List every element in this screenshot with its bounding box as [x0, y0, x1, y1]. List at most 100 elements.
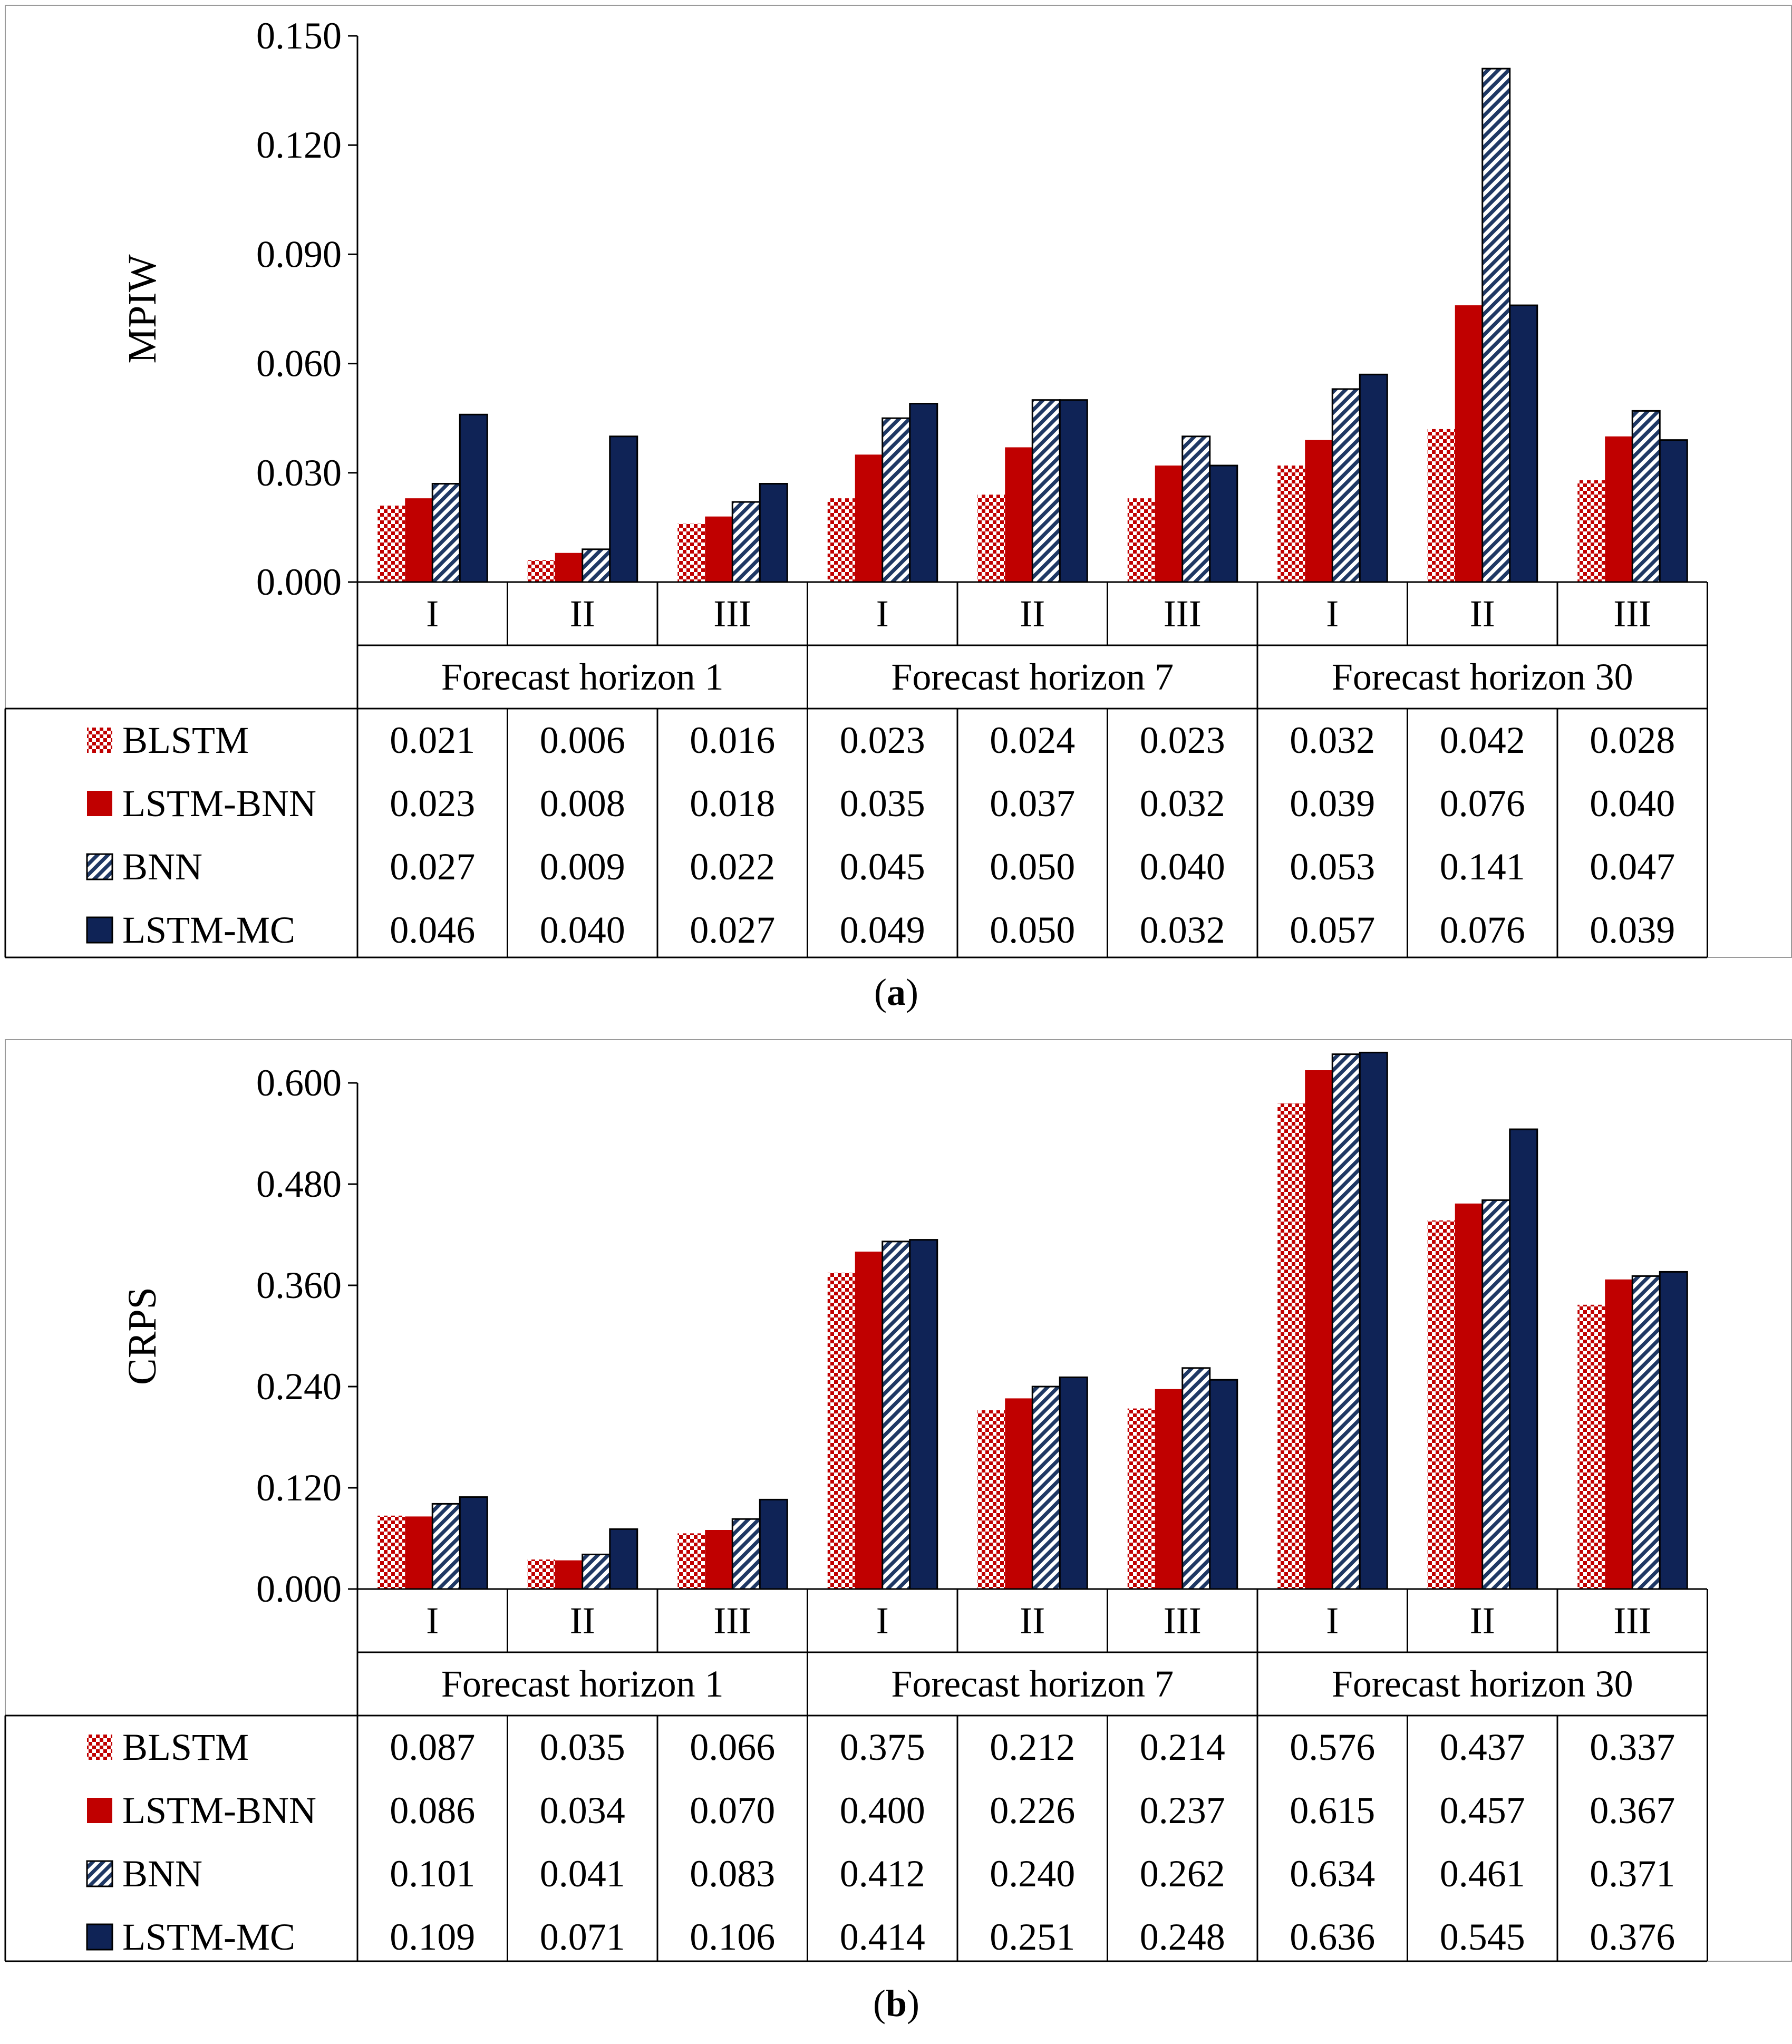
group-label: Forecast horizon 7: [891, 656, 1174, 698]
data-label: 0.040: [540, 909, 625, 951]
bar-blstm-8: [1577, 1304, 1605, 1589]
data-label: 0.251: [990, 1916, 1075, 1958]
bar-lstm-bnn-0: [405, 1516, 433, 1589]
bar-blstm-5: [1127, 498, 1155, 582]
data-label: 0.066: [690, 1726, 775, 1768]
legend-label: LSTM-BNN: [122, 1789, 316, 1832]
data-label: 0.337: [1590, 1726, 1675, 1768]
legend-swatch-lstm-bnn: [87, 791, 112, 816]
data-label: 0.034: [540, 1789, 625, 1832]
bar-lstm-bnn-6: [1305, 440, 1333, 582]
data-label: 0.376: [1590, 1916, 1675, 1958]
group-label: Forecast horizon 30: [1332, 656, 1633, 698]
data-label: 0.021: [390, 719, 475, 761]
data-label: 0.022: [690, 846, 775, 888]
bar-bnn-1: [582, 548, 611, 583]
legend-swatch-blstm: [87, 1735, 112, 1760]
x-tick-label: II: [570, 1600, 595, 1642]
x-tick-label: I: [1326, 1600, 1339, 1642]
data-label: 0.461: [1440, 1853, 1525, 1895]
bar-lstm-mc-3: [909, 403, 938, 583]
bar-blstm-0: [377, 1515, 405, 1589]
bar-bnn-2: [731, 501, 761, 583]
data-label: 0.032: [1290, 719, 1375, 761]
data-label: 0.545: [1440, 1916, 1525, 1958]
legend-label: BLSTM: [122, 719, 249, 761]
bar-blstm-8: [1577, 480, 1605, 582]
data-label: 0.086: [390, 1789, 475, 1832]
caption-paren-open: (: [874, 971, 887, 1013]
bar-lstm-bnn-0: [405, 498, 433, 582]
bar-bnn-7: [1481, 67, 1511, 583]
data-label: 0.023: [840, 719, 925, 761]
bar-lstm-mc-6: [1359, 373, 1388, 583]
data-label: 0.057: [1290, 909, 1375, 951]
data-label: 0.083: [690, 1853, 775, 1895]
x-tick-label: I: [426, 1600, 439, 1642]
data-label: 0.070: [690, 1789, 775, 1832]
caption-letter: a: [887, 971, 906, 1013]
bar-bnn-8: [1631, 410, 1661, 583]
data-label: 0.412: [840, 1853, 925, 1895]
bar-bnn-6: [1331, 388, 1361, 583]
bar-lstm-mc-0: [459, 1496, 488, 1590]
data-label: 0.032: [1140, 909, 1225, 951]
bar-lstm-mc-8: [1659, 1271, 1688, 1590]
data-label: 0.053: [1290, 846, 1375, 888]
y-tick-label: 0.030: [256, 452, 342, 494]
bar-blstm-3: [827, 498, 855, 582]
data-label: 0.634: [1290, 1853, 1375, 1895]
bar-blstm-7: [1427, 429, 1455, 582]
bar-lstm-mc-6: [1359, 1051, 1388, 1590]
bar-lstm-bnn-2: [705, 516, 733, 582]
bar-bnn-5: [1181, 1367, 1211, 1590]
bar-bnn-2: [731, 1518, 761, 1590]
y-tick-label: 0.000: [256, 1568, 342, 1610]
data-label: 0.437: [1440, 1726, 1525, 1768]
data-label: 0.400: [840, 1789, 925, 1832]
data-label: 0.047: [1590, 846, 1675, 888]
bar-bnn-1: [582, 1553, 611, 1590]
data-label: 0.101: [390, 1853, 475, 1895]
legend-swatch-lstm-mc: [86, 1923, 113, 1951]
legend-label: LSTM-MC: [122, 1916, 295, 1958]
y-tick-label: 0.000: [256, 561, 342, 603]
bar-blstm-5: [1127, 1408, 1155, 1589]
bar-lstm-bnn-8: [1605, 436, 1633, 582]
data-label: 0.035: [840, 782, 925, 825]
x-tick-label: II: [1470, 1600, 1495, 1642]
y-axis-label: MPIW: [120, 254, 164, 363]
bar-lstm-mc-5: [1209, 464, 1238, 583]
bar-bnn-6: [1331, 1053, 1361, 1590]
x-tick-label: I: [1326, 593, 1339, 635]
data-label: 0.248: [1140, 1916, 1225, 1958]
data-label: 0.576: [1290, 1726, 1375, 1768]
bar-blstm-7: [1427, 1220, 1455, 1589]
bar-lstm-mc-4: [1059, 1376, 1088, 1590]
bar-lstm-mc-7: [1509, 1128, 1538, 1590]
legend-label: BNN: [122, 846, 202, 888]
bar-lstm-mc-0: [459, 413, 488, 583]
data-label: 0.023: [390, 782, 475, 825]
legend-swatch-lstm-mc: [86, 916, 113, 944]
bar-lstm-bnn-2: [705, 1530, 733, 1589]
x-tick-label: II: [570, 593, 595, 635]
data-label: 0.023: [1140, 719, 1225, 761]
bar-bnn-3: [882, 417, 911, 583]
group-label: Forecast horizon 1: [441, 656, 724, 698]
data-label: 0.008: [540, 782, 625, 825]
legend-label: BNN: [122, 1853, 202, 1895]
bar-lstm-bnn-5: [1155, 465, 1183, 582]
data-label: 0.046: [390, 909, 475, 951]
data-label: 0.371: [1590, 1853, 1675, 1895]
x-tick-label: III: [1613, 593, 1651, 635]
y-tick-label: 0.480: [256, 1163, 342, 1205]
bar-blstm-0: [377, 505, 405, 582]
bar-blstm-1: [527, 560, 555, 582]
bar-lstm-mc-7: [1509, 304, 1538, 583]
data-label: 0.414: [840, 1916, 925, 1958]
data-label: 0.375: [840, 1726, 925, 1768]
y-tick-label: 0.150: [256, 15, 342, 57]
